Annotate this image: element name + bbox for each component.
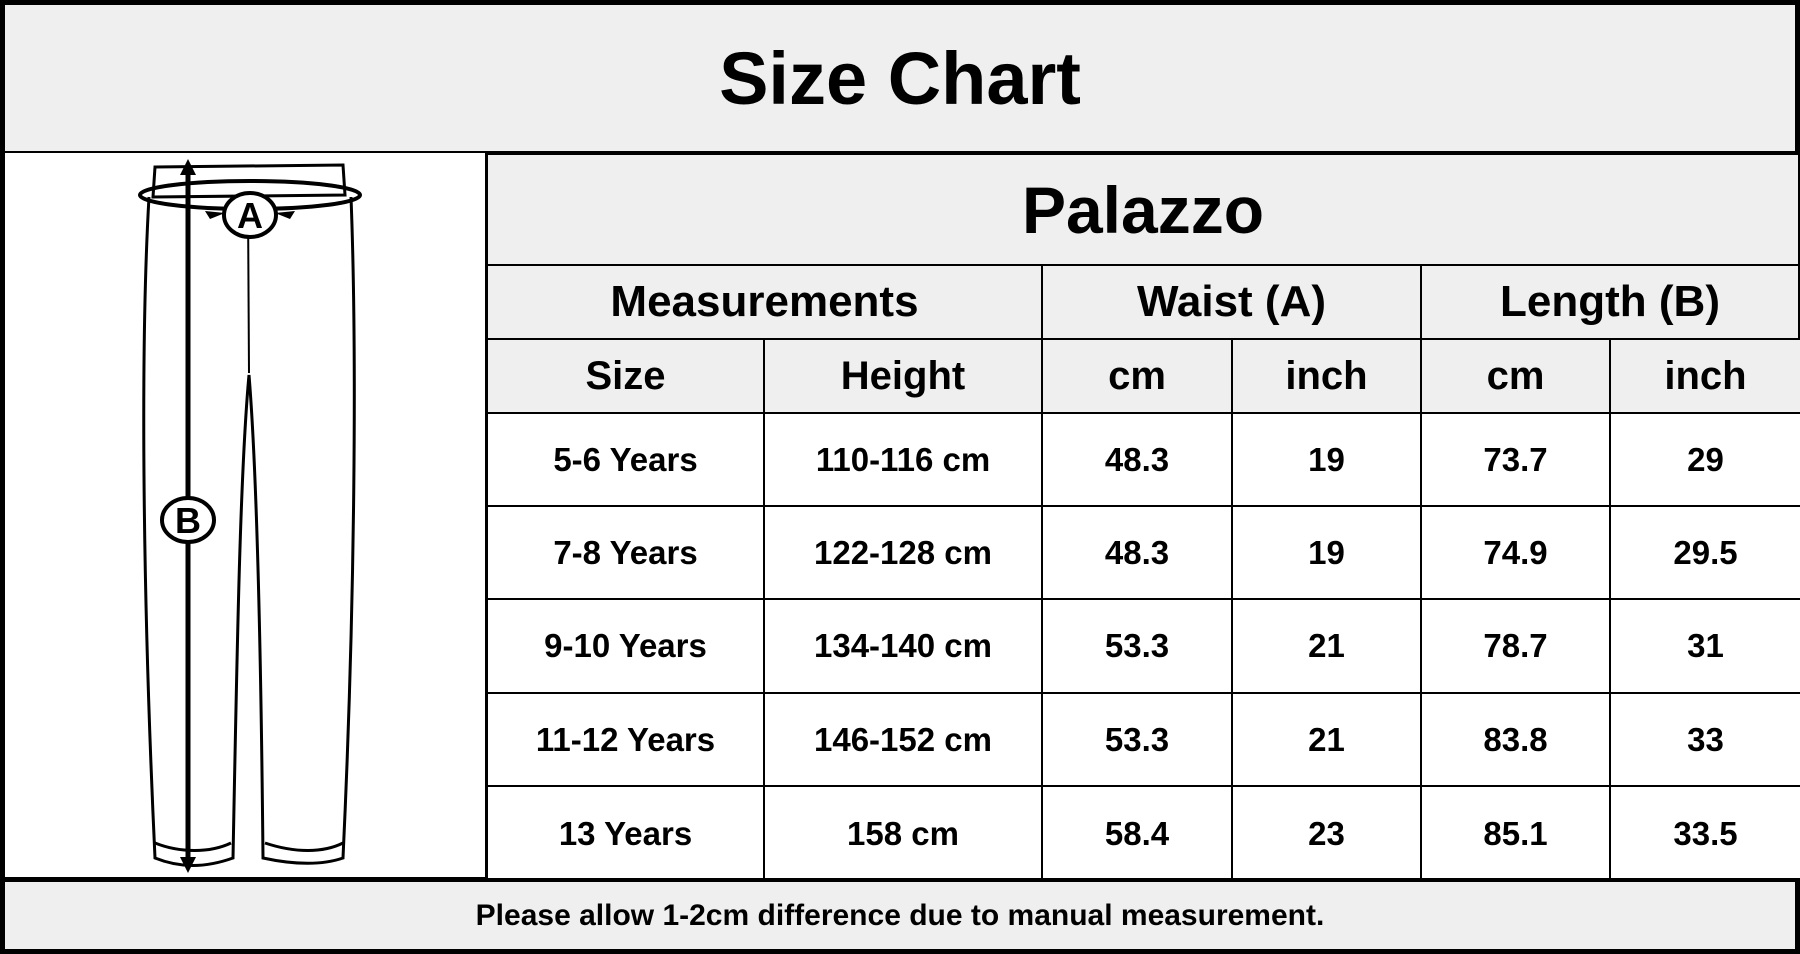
table-cell-size: 7-8 Years — [486, 505, 765, 600]
table-cell-length-inch: 29.5 — [1609, 505, 1800, 600]
pants-illustration-panel: A B — [0, 153, 490, 882]
table-cell-length-inch: 33.5 — [1609, 785, 1800, 882]
table-cell-length-cm: 85.1 — [1420, 785, 1611, 882]
table-cell-waist-cm: 53.3 — [1041, 598, 1233, 694]
table-cell-length-cm: 78.7 — [1420, 598, 1611, 694]
table-cell-height: 134-140 cm — [763, 598, 1043, 694]
column-header-length-inch: inch — [1609, 338, 1800, 414]
table-cell-size: 11-12 Years — [486, 692, 765, 787]
svg-text:B: B — [175, 500, 201, 541]
table-cell-waist-inch: 19 — [1231, 505, 1422, 600]
table-cell-waist-cm: 48.3 — [1041, 505, 1233, 600]
table-cell-size: 9-10 Years — [486, 598, 765, 694]
svg-text:A: A — [237, 195, 263, 236]
column-header-waist-inch: inch — [1231, 338, 1422, 414]
length-label-b: B — [160, 496, 216, 544]
table-cell-size: 13 Years — [486, 785, 765, 882]
table-cell-waist-cm: 48.3 — [1041, 412, 1233, 507]
table-cell-length-inch: 29 — [1609, 412, 1800, 507]
column-header-size: Size — [486, 338, 765, 414]
table-cell-height: 158 cm — [763, 785, 1043, 882]
waist-label-a: A — [222, 191, 278, 239]
column-header-length-cm: cm — [1420, 338, 1611, 414]
table-cell-waist-inch: 19 — [1231, 412, 1422, 507]
header-measurements: Measurements — [486, 264, 1043, 340]
table-cell-size: 5-6 Years — [486, 412, 765, 507]
table-cell-waist-inch: 23 — [1231, 785, 1422, 882]
table-cell-length-inch: 33 — [1609, 692, 1800, 787]
table-cell-length-cm: 74.9 — [1420, 505, 1611, 600]
header-length: Length (B) — [1420, 264, 1800, 340]
table-cell-length-cm: 83.8 — [1420, 692, 1611, 787]
table-cell-waist-cm: 58.4 — [1041, 785, 1233, 882]
column-header-waist-cm: cm — [1041, 338, 1233, 414]
table-cell-length-inch: 31 — [1609, 598, 1800, 694]
footer-note: Please allow 1-2cm difference due to man… — [0, 878, 1800, 954]
table-cell-waist-inch: 21 — [1231, 598, 1422, 694]
table-cell-height: 146-152 cm — [763, 692, 1043, 787]
page-title: Size Chart — [0, 0, 1800, 155]
column-header-height: Height — [763, 338, 1043, 414]
table-cell-waist-inch: 21 — [1231, 692, 1422, 787]
table-cell-length-cm: 73.7 — [1420, 412, 1611, 507]
header-waist: Waist (A) — [1041, 264, 1422, 340]
product-name: Palazzo — [486, 153, 1800, 266]
pants-illustration: A B — [138, 159, 362, 873]
table-cell-height: 122-128 cm — [763, 505, 1043, 600]
table-cell-waist-cm: 53.3 — [1041, 692, 1233, 787]
table-cell-height: 110-116 cm — [763, 412, 1043, 507]
